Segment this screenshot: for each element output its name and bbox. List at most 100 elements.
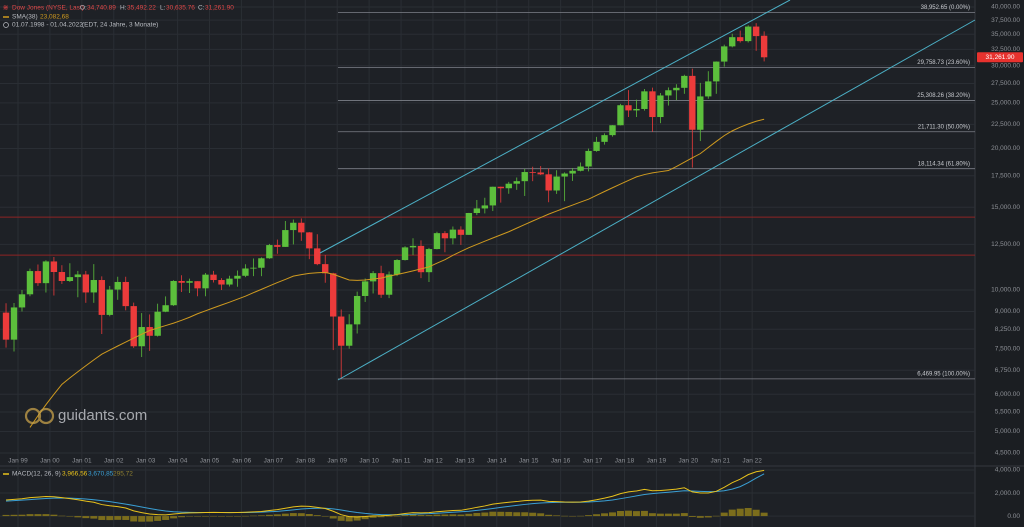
candle-body (202, 274, 209, 289)
macd-histogram-bar (505, 511, 513, 517)
macd-histogram-bar (744, 508, 752, 517)
candle-body (114, 281, 121, 290)
x-tick-label: Jan 22 (742, 458, 762, 465)
candle-body (322, 264, 329, 274)
macd-histogram-bar (473, 512, 481, 517)
macd-histogram-bar (728, 509, 736, 517)
macd-histogram-bar (361, 516, 369, 520)
y-tick-label: 8,250.00 (995, 326, 1021, 333)
macd-histogram-bar (704, 516, 712, 518)
macd-histogram-bar (10, 514, 18, 517)
y-tick-label: 6,000.00 (995, 391, 1021, 398)
candle-body (361, 281, 369, 296)
macd-histogram-bar (752, 509, 760, 517)
macd-histogram-bar (74, 516, 82, 518)
candle-body (353, 295, 361, 325)
candle-body (505, 183, 512, 189)
candle-body (154, 311, 161, 336)
macd-histogram-bar (154, 516, 162, 521)
candle-body (737, 37, 744, 42)
macd-histogram-bar (218, 516, 225, 517)
macd-histogram-bar (82, 516, 90, 519)
macd-histogram-bar (241, 515, 249, 517)
x-tick-label: Jan 17 (583, 458, 603, 465)
macd-histogram-bar (656, 513, 664, 517)
candle-body (18, 294, 26, 308)
candle-body (577, 166, 584, 171)
macd-histogram-bar (393, 515, 401, 517)
macd-histogram-bar (233, 516, 241, 517)
candle-body (752, 26, 760, 37)
macd-histogram-bar (760, 512, 768, 517)
x-tick-label: Jan 21 (710, 458, 730, 465)
macd-histogram-bar (632, 511, 640, 517)
fib-label: 6,469.95 (100.00%) (917, 371, 970, 377)
candle-body (705, 81, 712, 97)
y-tick-label: 22,500.00 (991, 121, 1020, 128)
macd-histogram-bar (313, 515, 321, 517)
candle-body (713, 61, 720, 82)
candle-body (314, 248, 321, 265)
x-tick-label: Jan 01 (72, 458, 92, 465)
macd-histogram-bar (736, 508, 744, 517)
macd-histogram-bar (210, 515, 217, 517)
period-note: (EDT, 24 Jahre, 3 Monate) (82, 22, 158, 29)
x-tick-label: Jan 02 (104, 458, 124, 465)
macd-histogram-bar (353, 516, 361, 521)
ohlc-value: 30,635.76 (166, 5, 195, 12)
x-tick-label: Jan 12 (423, 458, 443, 465)
macd-histogram-bar (337, 516, 345, 521)
macd-histogram-bar (225, 516, 233, 517)
candle-body (521, 172, 528, 182)
candle-body (10, 307, 18, 340)
macd-histogram-bar (449, 514, 457, 517)
x-tick-label: Jan 16 (551, 458, 571, 465)
macd-histogram-bar (369, 516, 377, 518)
macd-histogram-bar (265, 514, 273, 517)
macd-histogram-bar (249, 515, 257, 517)
x-tick-label: Jan 04 (168, 458, 188, 465)
candle-body (729, 37, 736, 47)
x-tick-label: Jan 07 (264, 458, 284, 465)
macd-histogram-bar (577, 515, 585, 517)
macd-histogram-bar (178, 516, 186, 518)
candle-body (744, 26, 752, 42)
candle-body (513, 181, 520, 184)
candle-body (338, 316, 345, 346)
macd-histogram-bar (106, 516, 114, 521)
candle-body (178, 280, 185, 283)
macd-histogram-bar (593, 514, 601, 517)
macd-histogram-bar (281, 513, 289, 517)
macd-histogram-bar (537, 513, 545, 517)
y-tick-label: 20,000.00 (991, 145, 1020, 152)
candle-body (34, 271, 42, 284)
y-tick-label: 5,500.00 (995, 409, 1021, 416)
candle-body (345, 324, 353, 346)
y-tick-label: 32,500.00 (991, 46, 1020, 53)
candle-body (385, 274, 393, 295)
watermark-logo (24, 407, 55, 425)
candle-body (553, 176, 560, 191)
price-axis-panel (975, 0, 1024, 527)
fib-label: 18,114.34 (61.80%) (918, 161, 970, 167)
ohlc-value: 35,492.22 (127, 5, 156, 12)
macd-histogram-bar (529, 512, 537, 517)
candle-body (465, 212, 473, 235)
candle-body (42, 261, 50, 284)
candle-body (266, 245, 273, 259)
candle-body (561, 173, 568, 177)
candle-body (210, 274, 217, 281)
candle-body (617, 105, 624, 126)
macd-histogram-bar (377, 516, 385, 518)
x-tick-label: Jan 03 (136, 458, 156, 465)
macd-histogram-bar (58, 515, 66, 517)
macd-histogram-bar (457, 514, 465, 517)
price-badge (977, 52, 1023, 63)
macd-histogram-bar (521, 512, 529, 517)
candle-body (26, 271, 34, 295)
fib-label: 25,308.26 (38.20%) (917, 93, 970, 99)
macd-title: MACD(12, 26, 9) (12, 471, 61, 478)
macd-histogram-bar (202, 516, 210, 517)
